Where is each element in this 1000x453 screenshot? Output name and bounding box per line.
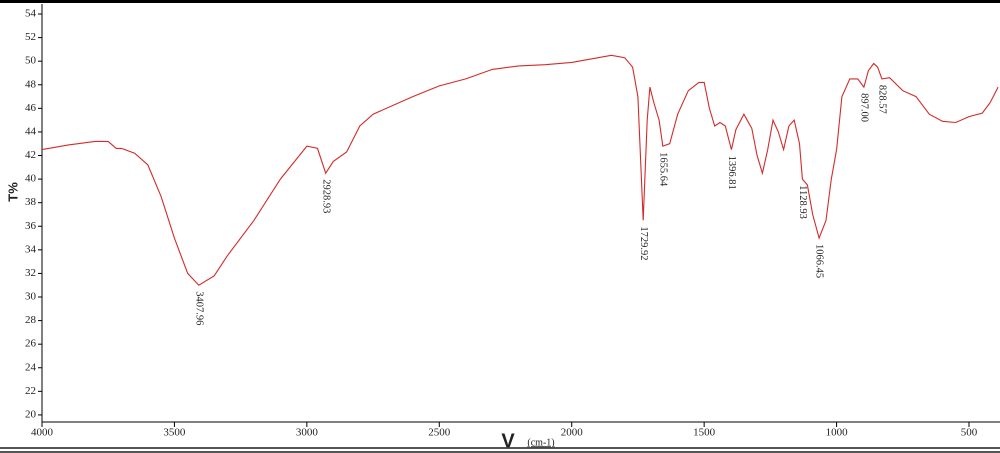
peak-label: 1655.64 <box>658 152 669 187</box>
y-axis-label: T% <box>5 182 20 202</box>
peak-label: 1396.81 <box>726 156 737 190</box>
peak-label: 2928.93 <box>320 179 331 213</box>
bottom-border <box>0 451 1000 453</box>
y-tick-label: 26 <box>25 338 37 350</box>
y-tick-label: 40 <box>25 173 37 185</box>
y-tick-label: 52 <box>25 31 36 43</box>
x-axis-label: V <box>501 430 515 452</box>
x-tick-label: 1500 <box>693 427 716 439</box>
y-tick-label: 42 <box>25 149 36 161</box>
peak-label: 1729.92 <box>638 226 649 260</box>
y-tick-label: 46 <box>25 102 37 114</box>
peak-label: 897.00 <box>858 93 869 122</box>
y-tick-label: 32 <box>25 267 36 279</box>
x-tick-label: 1000 <box>826 427 849 439</box>
y-tick-label: 54 <box>25 8 37 20</box>
x-tick-label: 500 <box>961 427 978 439</box>
bottom-border <box>0 447 1000 449</box>
peak-label: 1128.93 <box>797 185 808 219</box>
x-tick-label: 2000 <box>561 427 584 439</box>
y-tick-label: 36 <box>25 220 37 232</box>
top-border <box>0 0 1000 3</box>
x-tick-label: 3500 <box>163 427 186 439</box>
x-tick-label: 4000 <box>31 427 54 439</box>
x-tick-label: 2500 <box>428 427 451 439</box>
peak-label: 1066.45 <box>814 244 825 278</box>
spectrum-line <box>41 54 999 286</box>
peak-label: 828.57 <box>877 85 888 114</box>
x-axis-unit: (cm-1) <box>527 437 554 448</box>
y-tick-label: 48 <box>25 78 37 90</box>
x-tick-label: 3000 <box>296 427 319 439</box>
y-tick-label: 28 <box>25 314 37 326</box>
y-tick-label: 24 <box>25 361 37 373</box>
y-tick-label: 34 <box>25 243 37 255</box>
y-tick-label: 22 <box>25 385 36 397</box>
y-tick-label: 50 <box>25 55 37 67</box>
y-tick-label: 44 <box>25 125 37 137</box>
peak-label: 3407.96 <box>193 291 204 325</box>
y-tick-label: 20 <box>25 408 37 420</box>
y-tick-label: 38 <box>25 196 37 208</box>
y-tick-label: 30 <box>25 291 37 303</box>
